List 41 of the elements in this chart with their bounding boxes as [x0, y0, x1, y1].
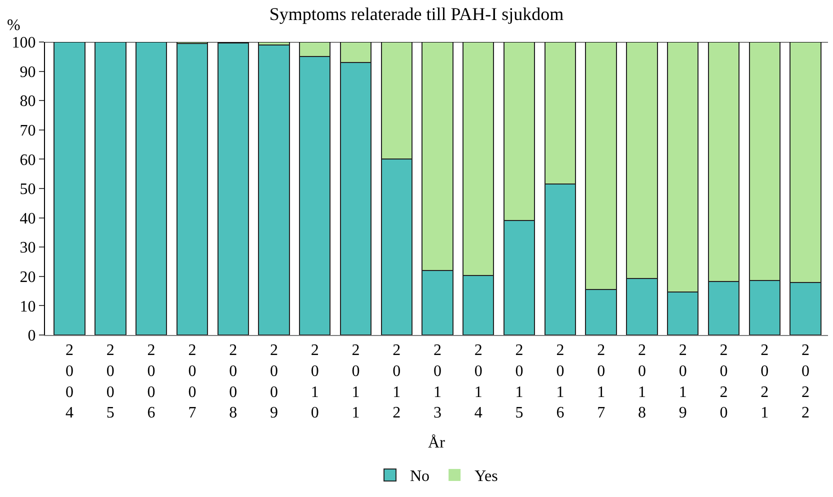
x-tick-label: 2017 [597, 342, 606, 422]
x-tick-label: 2022 [802, 342, 810, 422]
y-tick-label: 0 [28, 328, 36, 345]
x-axis-title: År [428, 433, 446, 452]
x-tick-label: 2016 [556, 342, 564, 422]
legend-label: Yes [474, 468, 498, 486]
x-tick-label: 2008 [229, 342, 238, 422]
x-tick-label: 2004 [66, 342, 74, 422]
x-tick-label: 2018 [638, 342, 646, 422]
x-tick-label: 2009 [270, 342, 278, 422]
y-tick-label: 20 [20, 269, 36, 286]
chart-title: Symptoms relaterade till PAH-I sjukdom [269, 4, 564, 24]
y-tick-label: 50 [20, 181, 36, 198]
bar [94, 42, 126, 335]
x-tick-label: 2021 [760, 342, 769, 422]
x-tick-label: 2012 [392, 342, 401, 422]
x-tick-label: 2015 [515, 342, 524, 422]
y-tick-label: 80 [20, 93, 36, 110]
bar [176, 42, 208, 335]
y-tick-label: 70 [20, 122, 36, 140]
bar [217, 42, 249, 335]
y-tick-label: 60 [20, 152, 36, 169]
bar [54, 42, 86, 335]
y-tick-label: 100 [12, 34, 36, 52]
y-axis-title: % [7, 17, 20, 34]
y-tick-label: 10 [20, 298, 36, 316]
x-tick-label: 2006 [147, 342, 156, 422]
x-tick-label: 2007 [188, 342, 196, 422]
bar [258, 44, 290, 335]
y-tick-label: 90 [20, 64, 36, 81]
x-tick-label: 2011 [352, 342, 360, 422]
bar [135, 42, 168, 335]
x-tick-label: 2005 [106, 342, 114, 422]
x-tick-label: 2010 [310, 342, 319, 422]
x-tick-label: 2019 [678, 342, 687, 422]
x-tick-label: 2014 [474, 342, 482, 422]
y-tick-label: 40 [20, 210, 36, 228]
x-tick-label: 2020 [720, 342, 728, 422]
x-tick-label: 2013 [434, 342, 442, 422]
y-tick-label: 30 [20, 240, 36, 257]
legend-label: No [410, 468, 430, 486]
